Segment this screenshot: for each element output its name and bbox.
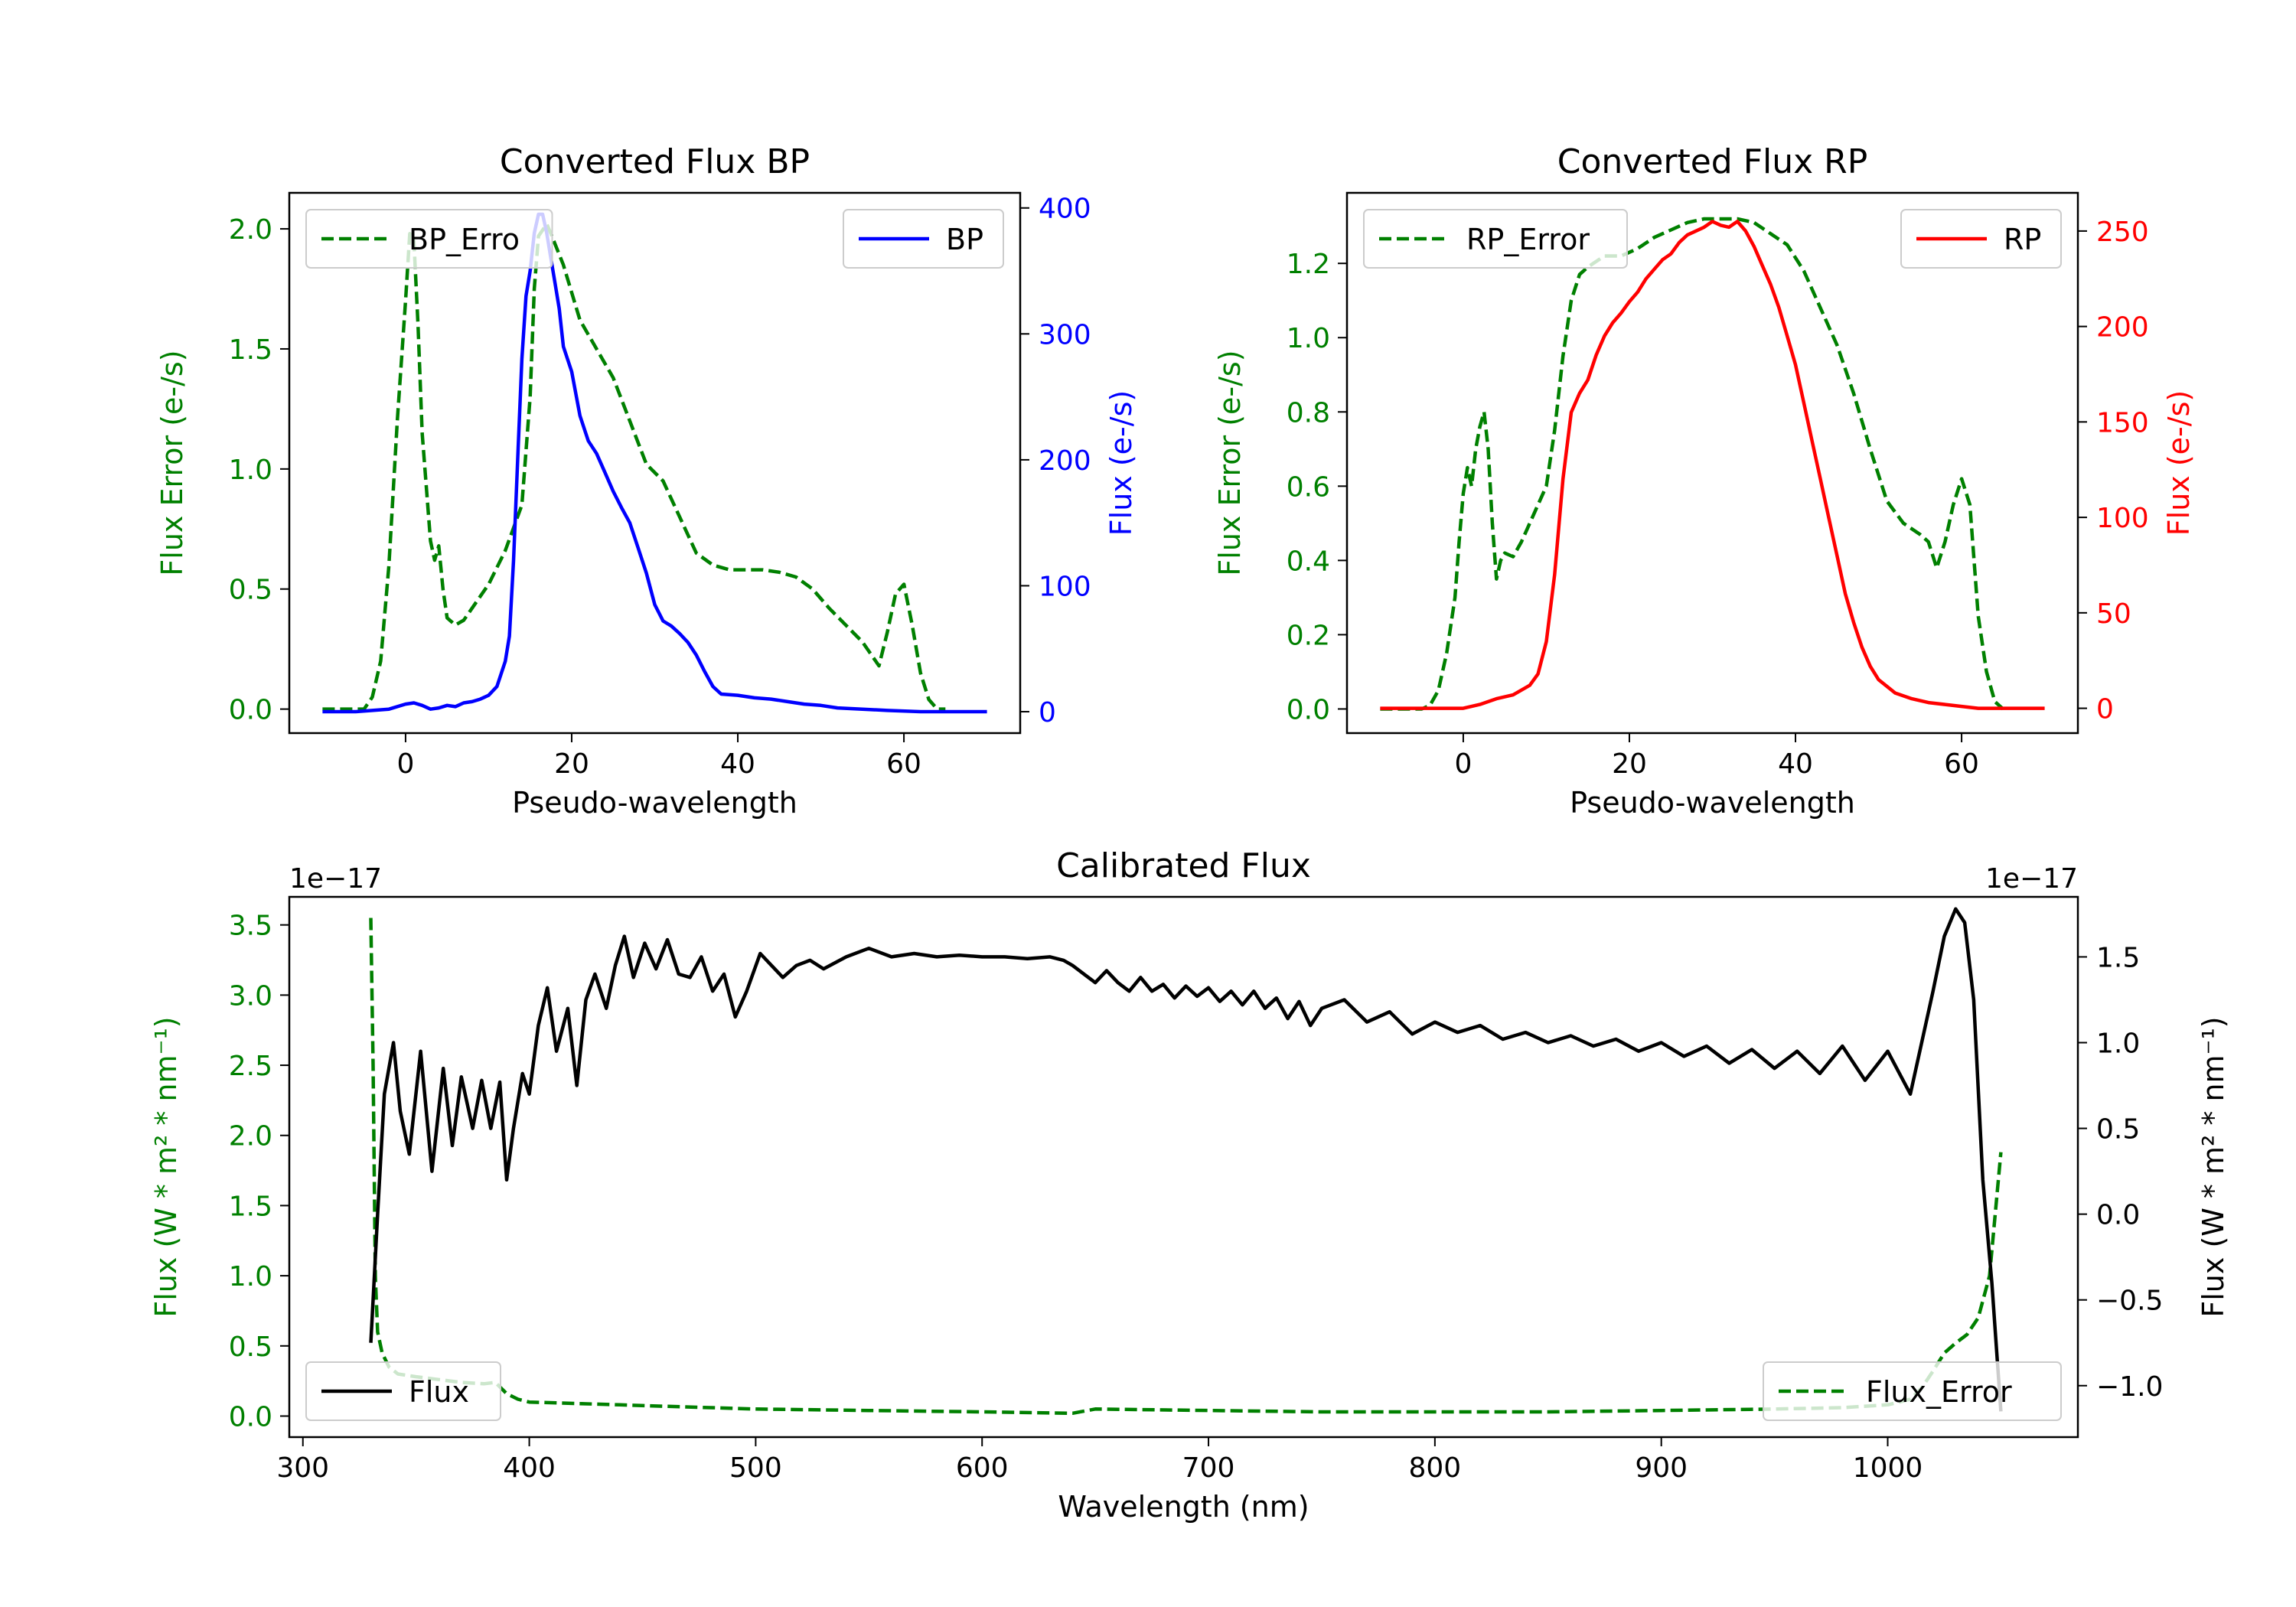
y-left-tick-label: 1.0 [229,1261,272,1292]
y-right-tick-label: 0.5 [2096,1114,2140,1146]
y-right-tick-label: 250 [2096,217,2149,248]
y-left-tick-label: 0.2 [1287,620,1330,651]
y-left-tick-label: 0.5 [229,1332,272,1363]
y-left-tick-label: 0.0 [229,695,272,726]
legend-label: Flux [409,1375,469,1409]
x-tick-label: 40 [720,748,755,780]
series-line-rp-error [1380,217,2004,711]
chart-cal: 300 400 500 600 700 800 900 1000 0.0 0.5 1.0 1.5 2.0… [149,846,2230,1524]
x-axis-label: Wavelength (nm) [1058,1490,1309,1524]
y-left-tick-label: 0.6 [1287,471,1330,503]
y-right-tick-label: −0.5 [2096,1286,2163,1317]
y-right-tick-label: 1.5 [2096,942,2140,973]
y-right-tick-label: 0 [1039,697,1056,729]
legend-label: BP_Erro [409,223,520,256]
x-tick-label: 700 [1182,1452,1235,1484]
y-right-tick-label: 200 [1039,445,1091,477]
y-left-tick-label: 2.0 [229,1121,272,1152]
y-left-tick-label: 0.0 [1287,694,1330,725]
y-left-tick-label: 0.4 [1287,546,1330,577]
legend-box [1363,209,1628,269]
y-left-tick-label: 0.5 [229,575,272,606]
chart-title: Converted Flux RP [1557,142,1868,181]
offset-left-label: 1e−17 [289,863,382,895]
series-line-rp [1380,220,2045,710]
legend-label: BP [946,223,983,256]
y-right-axis-label: Flux (e-/s) [2162,390,2196,536]
y-left-axis-label: Flux Error (e-/s) [155,350,189,575]
x-tick-label: 20 [554,748,589,780]
x-tick-label: 800 [1409,1452,1462,1484]
x-tick-label: 40 [1778,748,1813,780]
y-right-tick-label: 50 [2096,598,2131,630]
chart-title: Calibrated Flux [1056,846,1311,885]
y-left-axis-label: Flux Error (e-/s) [1213,350,1247,575]
legend-box [305,1361,501,1421]
x-axis-label: Pseudo-wavelength [512,786,797,820]
y-right-tick-label: 100 [2096,503,2149,534]
y-right-tick-label: 1.0 [2096,1028,2140,1060]
legend-bottom-right: Flux_Error [1763,1361,2062,1421]
offset-right-label: 1e−17 [1985,863,2078,895]
chart-title: Converted Flux BP [500,142,810,181]
x-tick-label: 500 [729,1452,782,1484]
x-tick-label: 300 [276,1452,329,1484]
legend-top-right: RP [1900,209,2062,269]
plot-frame [288,191,1022,735]
legend-top-left: RP_Error [1363,209,1628,269]
y-left-axis-label: Flux (W * m² * nm⁻¹) [149,1016,183,1317]
series-line-bp [322,212,987,714]
legend-box [1763,1361,2062,1421]
y-left-tick-label: 2.5 [229,1051,272,1082]
chart-bp: 0 20 40 60 0.0 0.5 1.0 1.5 2.0 0 100 200 300 400 Conve… [155,142,1138,820]
y-right-tick-label: 300 [1039,319,1091,350]
y-left-tick-label: 1.5 [229,1191,272,1222]
x-tick-label: 0 [1454,748,1472,780]
legend-box [305,209,553,269]
series-line-flux-error [369,918,2003,1416]
y-left-tick-label: 1.2 [1287,249,1330,280]
y-right-axis-label: Flux (W * m² * nm⁻¹) [2197,1016,2230,1317]
y-left-tick-label: 1.0 [229,455,272,486]
x-tick-label: 20 [1612,748,1647,780]
y-right-tick-label: 400 [1039,194,1091,225]
y-left-tick-label: 2.0 [229,214,272,246]
x-tick-label: 400 [503,1452,556,1484]
x-tick-label: 1000 [1853,1452,1923,1484]
y-left-tick-label: 0.8 [1287,397,1330,429]
x-tick-label: 600 [956,1452,1009,1484]
y-left-tick-label: 3.0 [229,980,272,1012]
y-right-tick-label: 200 [2096,312,2149,344]
y-right-tick-label: −1.0 [2096,1371,2163,1403]
series-line-flux [369,907,2003,1412]
x-tick-label: 60 [1944,748,1979,780]
legend-label: RP_Error [1466,223,1590,256]
legend-label: RP [2004,223,2041,256]
y-right-axis-label: Flux (e-/s) [1104,390,1138,536]
legend-top-left: BP_Erro [305,209,553,269]
legend-bottom-left: Flux [305,1361,501,1421]
y-right-tick-label: 150 [2096,407,2149,438]
plot-frame [288,895,2079,1439]
x-tick-label: 0 [396,748,414,780]
y-left-tick-label: 3.5 [229,911,272,942]
plot-frame [1345,191,2079,735]
x-tick-label: 60 [886,748,921,780]
chart-rp: 0 20 40 60 0.0 0.2 0.4 0.6 0.8 1.0 1.2 0 50 100 150 200… [1213,142,2196,820]
x-tick-label: 900 [1635,1452,1688,1484]
legend-label: Flux_Error [1866,1375,2012,1409]
y-right-tick-label: 0 [2096,694,2114,725]
y-right-tick-label: 100 [1039,571,1091,602]
y-left-tick-label: 1.5 [229,334,272,366]
legend-top-right: BP [843,209,1004,269]
x-axis-label: Pseudo-wavelength [1570,786,1855,820]
series-line-bp-error [322,222,946,711]
y-left-tick-label: 0.0 [229,1401,272,1433]
y-left-tick-label: 1.0 [1287,323,1330,354]
y-right-tick-label: 0.0 [2096,1200,2140,1231]
